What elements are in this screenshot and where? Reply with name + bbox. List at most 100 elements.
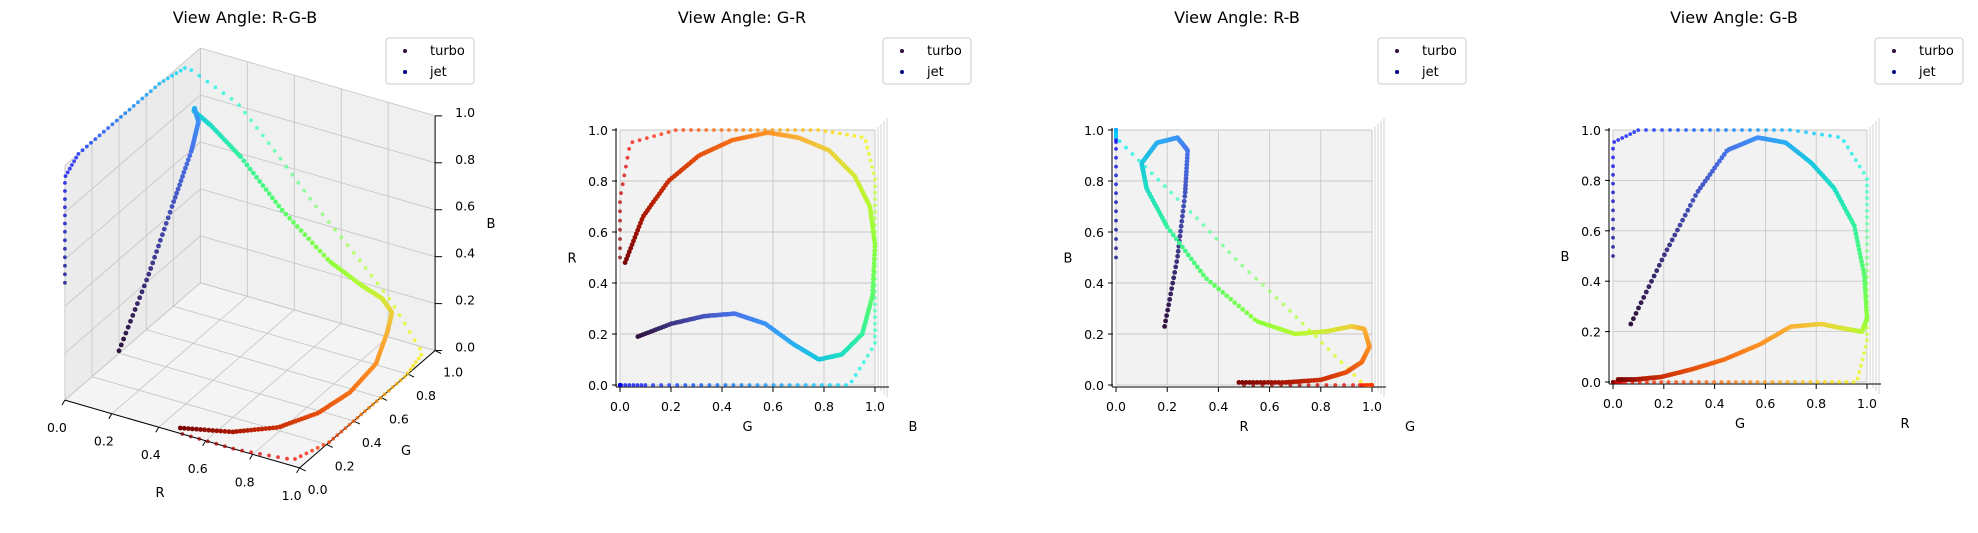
turbo-point	[141, 283, 147, 289]
turbo-point	[310, 240, 315, 246]
jet-point	[1306, 383, 1311, 387]
jet-point	[76, 152, 81, 156]
turbo-point	[156, 243, 161, 249]
jet-point	[1660, 128, 1664, 132]
turbo-point	[1710, 168, 1715, 174]
turbo-point	[163, 221, 169, 226]
jet-point	[285, 456, 289, 461]
g-tick-label: 0.6	[389, 411, 409, 426]
jet-point	[635, 383, 640, 387]
turbo-point	[638, 220, 643, 226]
r-tick	[61, 399, 66, 406]
jet-point	[731, 383, 736, 387]
turbo-point	[624, 256, 629, 262]
jet-point	[861, 360, 866, 365]
turbo-point	[1183, 176, 1189, 181]
turbo-point	[1184, 155, 1190, 161]
jet-point	[1726, 380, 1731, 384]
legend-box	[882, 37, 972, 85]
turbo-point	[121, 336, 126, 342]
r-axis-label: R	[155, 486, 164, 501]
turbo-point	[1175, 248, 1181, 254]
jet-point	[63, 197, 67, 202]
turbo-point	[871, 260, 877, 266]
r-tick	[108, 413, 113, 419]
jet-point	[1692, 128, 1696, 132]
jet-point	[63, 221, 67, 226]
turbo-point	[270, 425, 276, 431]
jet-point	[1804, 130, 1808, 135]
jet-point	[643, 383, 648, 387]
jet-point	[131, 104, 136, 108]
jet-point	[871, 171, 876, 176]
turbo-point	[1173, 264, 1179, 270]
turbo-point	[190, 426, 195, 432]
jet-point	[739, 383, 744, 387]
jet-point	[748, 128, 753, 132]
jet-point	[849, 379, 854, 384]
turbo-point	[1712, 165, 1718, 171]
jet-point	[624, 164, 628, 169]
turbo-point	[169, 204, 175, 209]
turbo-point	[1863, 298, 1869, 303]
jet-point	[1820, 132, 1824, 137]
jet-point	[803, 383, 808, 387]
jet-point	[180, 432, 185, 436]
jet-point	[1281, 302, 1286, 307]
jet-point	[673, 128, 678, 133]
subplot-title: View Angle: G-B	[1670, 8, 1798, 27]
turbo-point	[1182, 248, 1188, 254]
jet-point	[189, 68, 194, 72]
r-tick	[155, 426, 160, 433]
jet-point	[369, 273, 374, 278]
turbo-point	[622, 260, 628, 265]
turbo-point	[256, 426, 261, 432]
jet-point	[618, 209, 622, 214]
turbo-point	[313, 244, 319, 250]
turbo-point	[1276, 380, 1281, 385]
turbo-point	[636, 224, 642, 230]
jet-point	[704, 128, 709, 132]
turbo-point	[1261, 380, 1267, 385]
g-axis-line	[299, 350, 436, 469]
g-tick	[434, 350, 442, 354]
turbo-point	[1863, 291, 1868, 297]
jet-point	[699, 383, 704, 387]
turbo-point	[241, 428, 247, 434]
jet-point	[1697, 380, 1701, 384]
jet-point	[1764, 128, 1768, 132]
jet-point	[811, 383, 816, 387]
jet-point	[1357, 383, 1362, 387]
turbo-point	[144, 277, 150, 283]
jet-point	[627, 383, 632, 387]
jet-point	[355, 415, 360, 420]
jet-point	[1865, 209, 1869, 213]
jet-point	[1162, 184, 1167, 189]
gridline	[64, 94, 201, 213]
jet-point	[1114, 182, 1118, 187]
jet-point	[1860, 357, 1865, 362]
jet-point	[618, 200, 622, 205]
x-tick-label: 1.0	[1362, 399, 1382, 414]
jet-point	[734, 128, 738, 132]
turbo-point	[632, 235, 638, 240]
jet-point	[63, 213, 67, 218]
turbo-point	[1240, 307, 1246, 312]
jet-point	[74, 155, 79, 160]
jet-point	[1712, 380, 1716, 384]
turbo-point	[1177, 233, 1183, 239]
jet-point	[343, 426, 348, 431]
y-tick-label: 1.0	[1084, 123, 1104, 138]
x-tick-label: 0.6	[1260, 399, 1280, 414]
jet-point	[1865, 177, 1869, 182]
turbo-point	[1183, 182, 1188, 188]
turbo-point	[181, 425, 187, 431]
turbo-point	[185, 157, 191, 163]
x-axis-label: R	[1239, 420, 1248, 435]
turbo-point	[633, 231, 639, 237]
turbo-point	[1164, 224, 1170, 230]
turbo-point	[1717, 158, 1722, 164]
jet-point	[197, 437, 202, 441]
turbo-point	[1860, 266, 1866, 272]
turbo-point	[283, 211, 289, 217]
